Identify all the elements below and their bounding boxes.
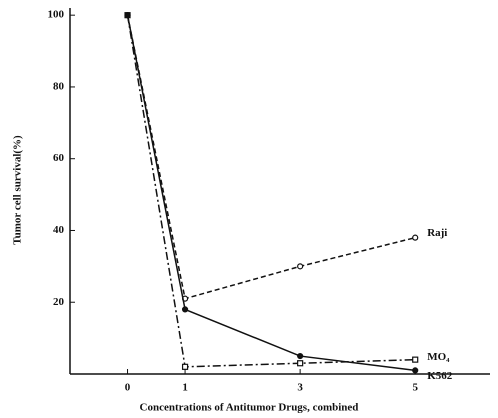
x-tick-label: 5 bbox=[412, 382, 418, 394]
y-tick-label: 80 bbox=[53, 80, 65, 92]
x-tick-label: 0 bbox=[125, 382, 131, 394]
series-line bbox=[126, 15, 416, 300]
marker bbox=[181, 306, 189, 313]
legend-label: K562 bbox=[427, 370, 453, 382]
y-tick-label: 20 bbox=[53, 296, 65, 308]
series-line bbox=[126, 15, 416, 368]
marker bbox=[412, 367, 419, 374]
y-tick-label: 100 bbox=[48, 9, 65, 21]
x-tick-label: 1 bbox=[182, 382, 188, 394]
x-tick-label: 3 bbox=[297, 382, 303, 394]
y-axis-label: Tumor cell survival(%) bbox=[12, 135, 24, 245]
marker bbox=[297, 360, 304, 367]
series-line bbox=[126, 15, 416, 372]
marker bbox=[181, 363, 189, 370]
legend-label: MO₄ bbox=[427, 351, 450, 363]
x-axis-label: Concentrations of Antitumor Drugs, combi… bbox=[140, 402, 359, 414]
marker bbox=[412, 356, 419, 363]
marker bbox=[412, 234, 419, 241]
marker bbox=[297, 352, 304, 360]
marker bbox=[124, 12, 131, 19]
marker bbox=[297, 263, 304, 270]
legend-label: Raji bbox=[427, 227, 447, 239]
y-tick-label: 60 bbox=[53, 152, 65, 164]
y-tick-label: 40 bbox=[53, 224, 65, 236]
